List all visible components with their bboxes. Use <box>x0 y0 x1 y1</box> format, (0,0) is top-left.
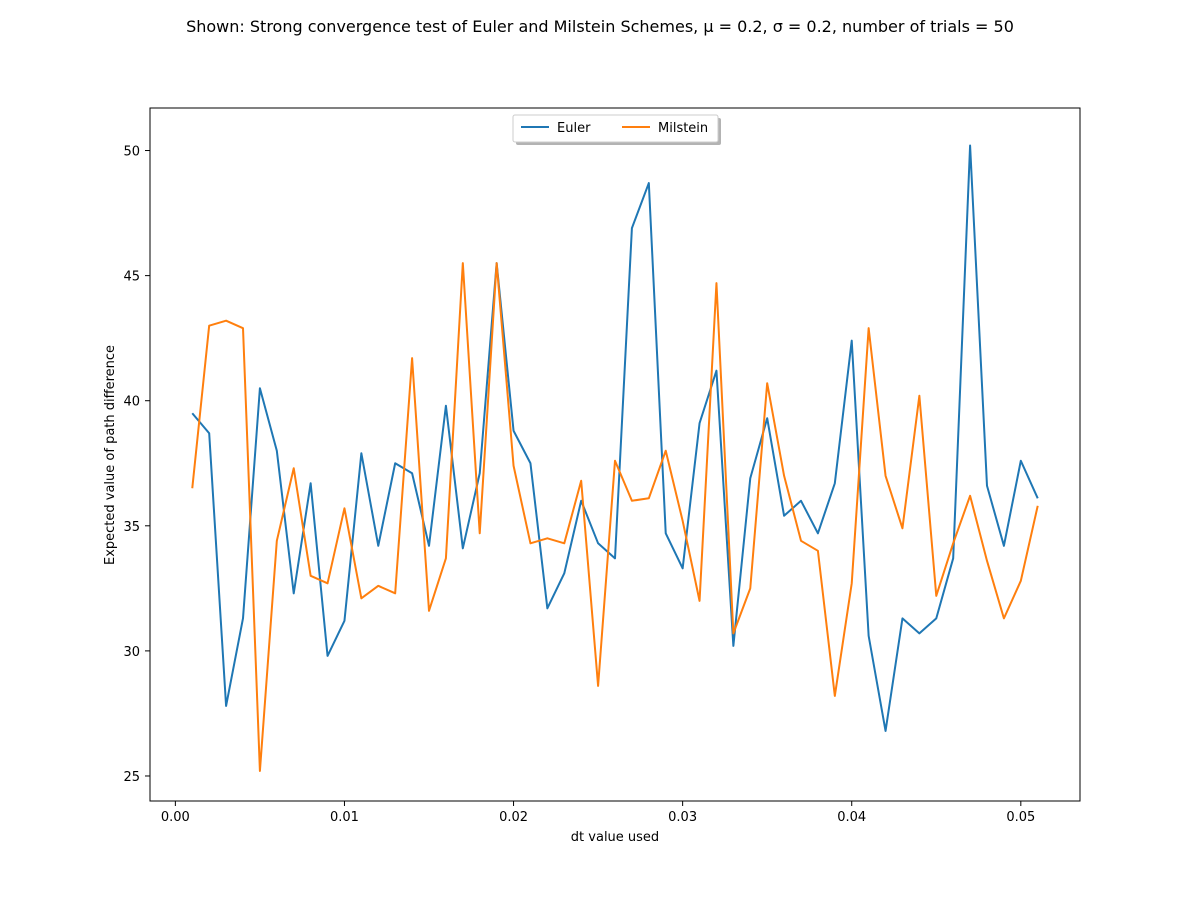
series-layer <box>191 144 1039 772</box>
legend: Euler Milstein <box>512 114 721 145</box>
legend-label-milstein: Milstein <box>658 121 708 136</box>
x-tick-label: 0.05 <box>1006 810 1035 825</box>
y-axis-label: Expected value of path difference <box>103 345 118 565</box>
y-tick-label: 40 <box>123 395 140 410</box>
y-tick-label: 35 <box>123 520 140 535</box>
y-tick-label: 25 <box>123 770 140 785</box>
legend-box <box>512 114 719 143</box>
x-axis-label: dt value used <box>571 830 659 845</box>
x-tick-label: 0.04 <box>837 810 866 825</box>
x-tick-label: 0.01 <box>330 810 359 825</box>
y-tick-label: 45 <box>123 270 140 285</box>
x-tick-label: 0.03 <box>668 810 697 825</box>
y-axis: 25 30 35 40 45 50 <box>123 145 150 785</box>
legend-label-euler: Euler <box>557 121 591 136</box>
series-line-milstein <box>191 262 1039 772</box>
x-axis: 0.00 0.01 0.02 0.03 0.04 0.05 <box>161 801 1035 825</box>
y-tick-label: 30 <box>123 645 140 660</box>
x-tick-label: 0.00 <box>161 810 190 825</box>
x-tick-label: 0.02 <box>499 810 528 825</box>
y-tick-label: 50 <box>123 145 140 160</box>
chart-title: Shown: Strong convergence test of Euler … <box>186 17 1014 36</box>
series-line-euler <box>191 144 1039 732</box>
plot-frame <box>149 107 1081 802</box>
plot-area: 0.00 0.01 0.02 0.03 0.04 0.05 25 30 35 40 45 50 <box>123 107 1081 825</box>
